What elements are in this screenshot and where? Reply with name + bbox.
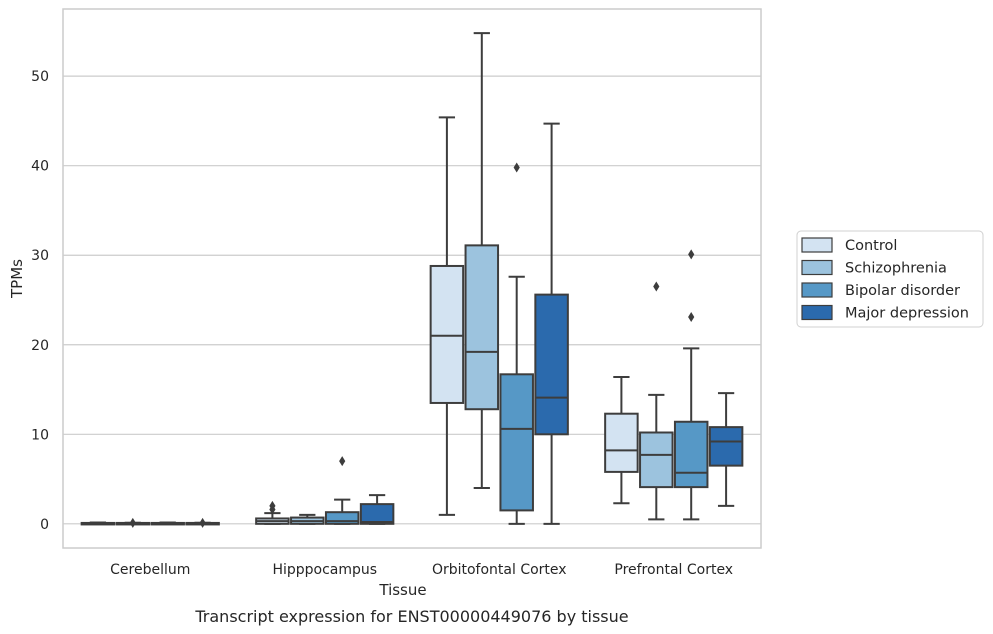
x-tick-labels: Cerebellum Hipppocampus Orbitofontal Corte… [110, 562, 733, 578]
legend-item: Control [801, 237, 897, 254]
box-element [534, 122, 569, 525]
box-iqr [464, 244, 500, 411]
grid-lines [63, 75, 761, 525]
legend-item: Bipolar disorder [801, 282, 960, 299]
outlier-point [688, 312, 695, 322]
legend-swatch [801, 304, 833, 321]
box-element [150, 521, 185, 526]
legend-frame [796, 230, 984, 328]
outlier-point [339, 456, 346, 467]
outlier-point [199, 517, 206, 528]
y-tick-label: 20 [31, 338, 49, 354]
legend-swatch [801, 237, 833, 253]
legend-label: Major depression [845, 306, 969, 322]
box-iqr [708, 426, 744, 467]
box-iqr [673, 420, 709, 489]
box-iqr [324, 511, 360, 525]
box-element [499, 162, 534, 525]
y-tick-label: 0 [40, 517, 49, 533]
x-tick-label: Orbitofontal Cortex [432, 562, 567, 578]
y-tick-label: 10 [31, 427, 49, 443]
legend-item: Major depression [801, 304, 969, 322]
box-iqr [359, 503, 395, 525]
x-tick-label: Prefrontal Cortex [614, 562, 733, 578]
outlier-point [513, 162, 520, 173]
legend-label: Control [845, 238, 897, 254]
box-plot-area [80, 32, 744, 528]
box-element [185, 517, 220, 528]
box-element [255, 500, 290, 525]
box-element [115, 517, 151, 528]
x-axis-label: Tissue [378, 581, 426, 599]
x-tick-label: Hipppocampus [272, 562, 377, 578]
box-element [324, 456, 360, 525]
legend-label: Bipolar disorder [845, 283, 960, 299]
outlier-point [129, 517, 136, 528]
legend: Control Schizophrenia Bipolar disorder Majo… [796, 230, 984, 328]
box-iqr [639, 431, 674, 489]
box-element [464, 32, 500, 490]
y-tick-label: 40 [31, 159, 49, 175]
box-iqr [429, 264, 465, 404]
legend-label: Schizophrenia [845, 261, 947, 277]
outlier-point [269, 500, 276, 511]
box-iqr [499, 373, 534, 512]
outlier-point [688, 249, 695, 260]
box-element [429, 116, 465, 516]
y-tick-labels: 0 10 20 30 40 50 [31, 69, 49, 533]
box-element [673, 249, 709, 521]
y-axis-label: TPMs [8, 259, 26, 299]
box-element [604, 375, 639, 505]
box-iqr [604, 412, 639, 473]
box-element [639, 281, 674, 521]
plot-frame [62, 8, 762, 549]
x-tick-label: Cerebellum [110, 562, 190, 578]
legend-item: Schizophrenia [801, 259, 947, 277]
legend-swatch [801, 259, 833, 276]
y-tick-label: 50 [31, 69, 49, 85]
y-tick-label: 30 [31, 248, 49, 264]
box-element [80, 521, 116, 526]
chart-caption: Transcript expression for ENST0000044907… [194, 607, 628, 626]
outlier-point [653, 281, 660, 292]
box-iqr [534, 293, 569, 436]
legend-swatch [801, 282, 833, 298]
box-element [290, 513, 325, 525]
box-element [708, 392, 744, 507]
box-element [359, 494, 395, 525]
